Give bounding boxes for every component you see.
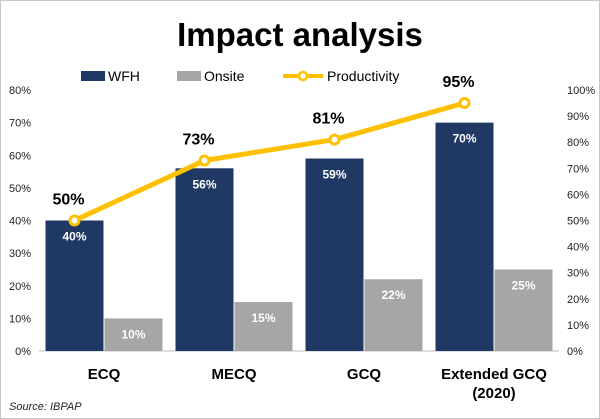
onsite-bar-label: 15% xyxy=(251,311,275,325)
category-label: GCQ xyxy=(347,366,382,383)
onsite-bar-label: 22% xyxy=(381,288,405,302)
wfh-bar xyxy=(175,168,234,351)
right-axis-tick-label: 100% xyxy=(567,85,595,97)
productivity-point xyxy=(68,214,81,227)
legend: WFH Onsite Productivity xyxy=(81,68,399,84)
right-axis-tick-label: 50% xyxy=(567,216,589,228)
wfh-legend-swatch xyxy=(81,71,105,81)
right-axis-tick-label: 80% xyxy=(567,137,589,149)
left-axis-tick-label: 70% xyxy=(9,118,31,130)
onsite-bar xyxy=(494,269,553,351)
chart-title: Impact analysis xyxy=(177,16,423,53)
category-label: MECQ xyxy=(212,366,257,383)
onsite-bar xyxy=(104,318,163,351)
left-axis-tick-label: 30% xyxy=(9,248,31,260)
right-axis-tick-label: 60% xyxy=(567,189,589,201)
productivity-point xyxy=(198,154,211,167)
left-axis: 0% 10% 20% 30% 40% 50% 60% 70% 80% xyxy=(9,85,559,358)
right-axis-tick-label: 30% xyxy=(567,268,589,280)
productivity-legend-marker xyxy=(297,70,309,82)
wfh-bar xyxy=(435,122,494,351)
left-axis-tick-label: 0% xyxy=(15,346,31,358)
bars: 40% 10% 56% 15% 59% 22% 70% 25% xyxy=(45,122,553,351)
onsite-bar xyxy=(234,302,293,351)
productivity-point xyxy=(458,97,471,110)
right-axis-tick-label: 0% xyxy=(567,346,583,358)
category-label: ECQ xyxy=(88,366,121,383)
left-axis-tick-label: 10% xyxy=(9,313,31,325)
right-axis-tick-label: 70% xyxy=(567,163,589,175)
right-axis-tick-label: 90% xyxy=(567,111,589,123)
legend-label: WFH xyxy=(108,68,140,84)
productivity-point xyxy=(328,133,341,146)
legend-label: Productivity xyxy=(327,68,399,84)
productivity-point-label: 81% xyxy=(312,111,344,128)
category-label: Extended GCQ (2020) xyxy=(441,366,547,402)
onsite-legend-swatch xyxy=(177,71,201,81)
wfh-bar-label: 70% xyxy=(452,132,476,146)
productivity-line-path xyxy=(73,100,466,223)
left-axis-tick-label: 80% xyxy=(9,85,31,97)
wfh-bar-label: 59% xyxy=(322,168,346,182)
onsite-bar xyxy=(364,279,423,351)
wfh-bar-label: 40% xyxy=(62,230,86,244)
right-axis-tick-label: 40% xyxy=(567,242,589,254)
onsite-bar-label: 10% xyxy=(121,327,145,341)
wfh-bar xyxy=(45,220,104,351)
productivity-point-label: 73% xyxy=(182,131,214,148)
wfh-bar-label: 56% xyxy=(192,177,216,191)
left-axis-tick-label: 50% xyxy=(9,183,31,195)
left-axis-tick-label: 20% xyxy=(9,281,31,293)
right-axis-tick-label: 10% xyxy=(567,320,589,332)
onsite-bar-label: 25% xyxy=(511,278,535,292)
legend-label: Onsite xyxy=(204,68,245,84)
left-axis-tick-label: 60% xyxy=(9,150,31,162)
source-note: Source: IBPAP xyxy=(9,401,82,413)
right-axis: 0% 10% 20% 30% 40% 50% 60% 70% 80% 90% 100% xyxy=(567,85,595,358)
left-axis-tick-label: 40% xyxy=(9,216,31,228)
productivity-point-label: 50% xyxy=(52,192,84,209)
productivity-line: 50% 73% 81% 95% xyxy=(52,74,475,227)
wfh-bar xyxy=(305,158,364,351)
productivity-point-label: 95% xyxy=(442,74,474,91)
right-axis-tick-label: 20% xyxy=(567,294,589,306)
category-labels: ECQ MECQ GCQ Extended GCQ (2020) xyxy=(88,366,548,402)
